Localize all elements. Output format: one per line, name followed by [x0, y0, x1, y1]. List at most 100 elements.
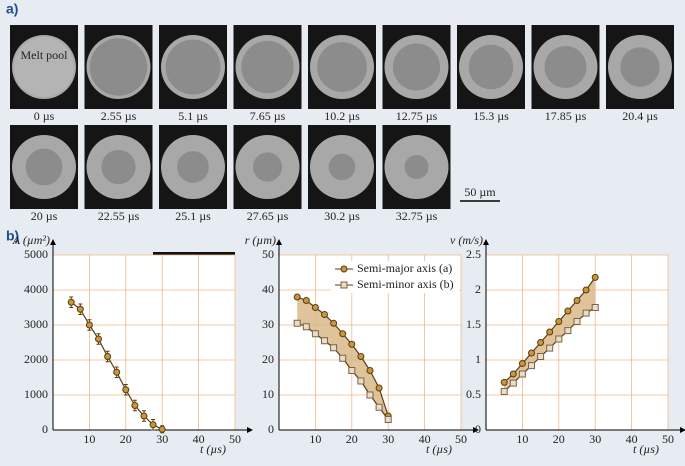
marker: [582, 286, 590, 294]
marker: [330, 319, 338, 327]
frame-core: [101, 149, 136, 185]
frame-label: 32.75 µs: [396, 209, 438, 223]
frame-label: 7.65 µs: [250, 109, 286, 123]
marker: [500, 388, 508, 395]
frame-label: 2.55 µs: [101, 109, 137, 123]
marker: [366, 391, 374, 399]
x-axis-label: t (µs): [633, 442, 659, 456]
y-tick-label: 0.5: [466, 387, 481, 401]
axis-arrow: [50, 239, 56, 245]
marker: [76, 305, 84, 313]
marker: [302, 297, 310, 304]
frame-core: [241, 40, 294, 94]
marker: [564, 307, 572, 315]
x-tick-label: 30: [589, 432, 601, 446]
marker: [591, 304, 599, 311]
marker: [384, 416, 392, 423]
legend: [331, 261, 459, 293]
axis-arrow: [276, 239, 282, 245]
marker: [67, 298, 75, 306]
y-axis-label: r (µm): [245, 233, 276, 247]
frame-core: [177, 151, 209, 183]
marker: [339, 330, 347, 338]
x-tick-label: 20: [346, 432, 358, 446]
y-tick-label: 5000: [24, 247, 48, 261]
frame-label: 15.3 µs: [473, 109, 509, 123]
y-axis-label: v (m/s): [450, 233, 483, 247]
x-tick-label: 20: [553, 432, 565, 446]
marker: [357, 353, 365, 360]
frame-label: 27.65 µs: [247, 209, 289, 223]
x-tick-label: 10: [309, 432, 321, 446]
frame-core: [14, 37, 74, 97]
marker: [573, 297, 581, 304]
frame-core: [89, 38, 148, 96]
annotation: Melt pool: [21, 48, 69, 62]
x-tick-label: 40: [419, 432, 431, 446]
marker: [293, 293, 301, 301]
marker: [573, 318, 581, 325]
y-tick-label: 50: [262, 247, 274, 261]
marker: [555, 318, 563, 325]
x-tick-label: 30: [382, 432, 394, 446]
y-tick-label: 10: [262, 387, 274, 401]
marker: [122, 386, 130, 394]
frame-label: 10.2 µs: [324, 109, 360, 123]
x-tick-label: 50: [662, 432, 674, 446]
marker: [555, 335, 563, 343]
frame-core: [25, 148, 63, 186]
marker: [357, 377, 365, 385]
marker: [140, 412, 148, 420]
frame-label: 5.1 µs: [178, 109, 208, 123]
marker: [330, 344, 338, 352]
marker: [302, 323, 310, 331]
y-tick-label: 4000: [24, 282, 48, 296]
x-tick-label: 10: [83, 432, 95, 446]
chart: 0 0.5 1 1.5 2 2.5 10 20 30 40 50 v (m/s) t (µs): [450, 233, 685, 456]
y-tick-label: 20: [262, 352, 274, 366]
axis-arrow: [473, 427, 479, 433]
y-tick-label: 2.5: [466, 247, 481, 261]
marker: [537, 339, 545, 346]
marker: [591, 273, 599, 281]
marker: [293, 319, 301, 327]
marker: [528, 362, 535, 370]
marker: [85, 321, 93, 329]
x-tick-label: 40: [626, 432, 638, 446]
y-tick-label: 0: [42, 422, 48, 436]
frame-core: [392, 43, 441, 91]
frame-label: 20 µs: [31, 209, 58, 223]
frame-label: 20.4 µs: [622, 109, 658, 123]
frame-core: [317, 42, 367, 92]
frame-core: [252, 152, 283, 182]
marker: [131, 402, 139, 409]
marker: [104, 353, 112, 360]
marker: [375, 384, 383, 392]
marker: [500, 378, 508, 386]
marker: [339, 354, 347, 362]
marker: [518, 360, 526, 367]
marker: [564, 327, 572, 335]
legend-label: Semi-major axis (a): [357, 261, 452, 275]
y-tick-label: 1000: [24, 387, 48, 401]
frame-label: 22.55 µs: [98, 209, 140, 223]
frame-label: 25.1 µs: [175, 209, 211, 223]
y-tick-label: 1: [475, 352, 481, 366]
frame-core: [328, 153, 356, 181]
axis-arrow: [483, 239, 489, 245]
y-tick-label: 2: [475, 282, 481, 296]
frame-label: 0 µs: [34, 109, 55, 123]
axis-arrow: [247, 427, 253, 433]
x-tick-label: 30: [156, 432, 168, 446]
frame-label: 12.75 µs: [396, 109, 438, 123]
x-axis-label: t (µs): [200, 442, 226, 456]
panel-label: a): [6, 1, 18, 17]
x-tick-label: 50: [229, 432, 241, 446]
marker: [546, 344, 554, 352]
x-tick-label: 40: [193, 432, 205, 446]
legend-marker: [340, 265, 348, 273]
frame-core: [404, 155, 429, 179]
y-tick-label: 30: [262, 317, 274, 331]
marker: [321, 337, 328, 345]
